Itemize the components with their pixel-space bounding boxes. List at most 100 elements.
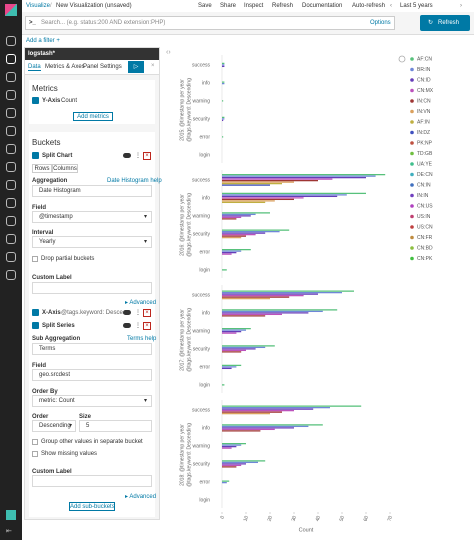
category-label: warning [192, 213, 210, 219]
help-link[interactable]: Terms help [127, 336, 157, 342]
tab[interactable]: Panel Settings [83, 64, 122, 70]
bar [222, 480, 230, 482]
nav-icon[interactable] [6, 216, 16, 226]
columns-button[interactable]: Columns [52, 164, 78, 173]
legend-swatch [410, 246, 414, 250]
remove-button[interactable]: × [143, 152, 151, 160]
nav-icon[interactable] [6, 54, 16, 64]
bar [222, 364, 242, 367]
search-input[interactable]: >_ Search... (e.g. status:200 AND extens… [25, 16, 395, 30]
nav-icon[interactable] [6, 162, 16, 172]
nav-icon[interactable] [6, 144, 16, 154]
tab[interactable]: Metrics & Axes [45, 64, 85, 70]
nav-icon[interactable] [6, 90, 16, 100]
bar [222, 407, 330, 409]
text-input[interactable] [32, 282, 152, 294]
legend-swatch [410, 78, 414, 82]
field-label: Order By [32, 389, 58, 395]
menu-item[interactable]: Inspect [244, 3, 264, 9]
nav-icon[interactable] [6, 234, 16, 244]
menu-item[interactable]: Save [198, 3, 212, 9]
nav-icon[interactable] [6, 72, 16, 82]
bar [222, 464, 242, 467]
help-link[interactable]: Date Histogram help [107, 178, 162, 184]
remove-button[interactable]: × [143, 309, 151, 317]
collapse-icon[interactable]: ⇤ [6, 528, 12, 535]
refresh-button[interactable]: ↻ Refresh [420, 15, 470, 31]
advanced-link[interactable]: ▸ Advanced [125, 494, 157, 500]
legend-label: IN:IN [417, 193, 429, 199]
menu-arrow[interactable]: ‹ [390, 3, 392, 9]
bar [222, 309, 338, 311]
select[interactable]: @timestamp ▾ [32, 211, 152, 223]
add-metrics-button[interactable]: Add metrics [73, 112, 113, 121]
toggle[interactable] [123, 153, 131, 158]
menu-item[interactable]: Last 5 years [400, 3, 433, 9]
expand-toggle[interactable] [32, 309, 39, 316]
index-name: logstash* [28, 51, 56, 57]
rows-button[interactable]: Rows [32, 164, 52, 173]
bar [222, 408, 314, 410]
discard-button[interactable]: × [151, 63, 155, 69]
nav-icon[interactable] [6, 126, 16, 136]
expand-toggle[interactable] [32, 152, 39, 159]
toggle[interactable] [123, 323, 131, 328]
text-input[interactable] [32, 475, 152, 487]
button-label: Add sub-buckets [70, 504, 115, 510]
kibana-logo[interactable] [5, 4, 17, 16]
nav-icon[interactable] [6, 36, 16, 46]
select[interactable]: Terms [32, 343, 152, 355]
apply-button[interactable]: ▷ [128, 61, 144, 73]
bar [222, 366, 237, 368]
bar [222, 413, 270, 415]
toggle[interactable] [123, 310, 131, 315]
drag-handle[interactable]: ⋮ [135, 323, 141, 329]
category-label: error [199, 134, 210, 140]
drag-handle[interactable]: ⋮ [135, 153, 141, 159]
add-filter[interactable]: Add a filter + [26, 38, 60, 44]
legend-label: US:IN [417, 214, 431, 220]
nav-icon[interactable] [6, 198, 16, 208]
x-tick-label: 60 [363, 515, 371, 522]
collapse-editor[interactable]: ‹› [166, 49, 171, 56]
expand-toggle[interactable] [32, 97, 39, 104]
select[interactable]: Yearly ▾ [32, 236, 152, 248]
menu-arrow[interactable]: › [460, 3, 462, 9]
user-avatar[interactable] [6, 510, 16, 520]
nav-icon[interactable] [6, 108, 16, 118]
checkbox[interactable] [32, 451, 38, 457]
menu-item[interactable]: Refresh [272, 3, 294, 9]
advanced-link[interactable]: ▸ Advanced [125, 300, 157, 306]
tab[interactable]: Data [28, 64, 41, 71]
bar [222, 198, 294, 201]
select[interactable]: metric: Count ▾ [32, 395, 152, 407]
nav-icon[interactable] [6, 252, 16, 262]
breadcrumb[interactable]: Visualize [26, 3, 50, 9]
select[interactable]: Date Histogram [32, 185, 152, 197]
drag-handle[interactable]: ⋮ [135, 310, 141, 316]
checkbox[interactable] [32, 256, 38, 262]
legend-swatch [410, 214, 414, 219]
x-tick-label: 20 [267, 515, 275, 522]
options-link[interactable]: Options [370, 20, 391, 26]
menu-item[interactable]: Documentation [302, 3, 343, 9]
add-sub-buckets-button[interactable]: Add sub-buckets [69, 502, 115, 511]
remove-button[interactable]: × [143, 322, 151, 330]
checkbox-label: Show missing values [41, 451, 98, 457]
nav-icon[interactable] [6, 270, 16, 280]
expand-toggle[interactable] [32, 322, 39, 329]
bar [222, 183, 282, 185]
select[interactable]: Descending ▾ [32, 420, 76, 432]
menu-item[interactable]: Auto-refresh [352, 3, 386, 9]
bucket-name: X-Axis [42, 310, 61, 316]
category-label: security [193, 461, 211, 467]
nav-icon[interactable] [6, 180, 16, 190]
bar [222, 349, 246, 352]
number-input[interactable]: 5 [79, 420, 152, 432]
bar [222, 235, 246, 237]
category-label: warning [192, 98, 210, 104]
select[interactable]: geo.srcdest [32, 369, 152, 381]
panel-title: 2017: @timestamp per year [179, 309, 185, 371]
menu-item[interactable]: Share [220, 3, 237, 9]
checkbox[interactable] [32, 439, 38, 445]
